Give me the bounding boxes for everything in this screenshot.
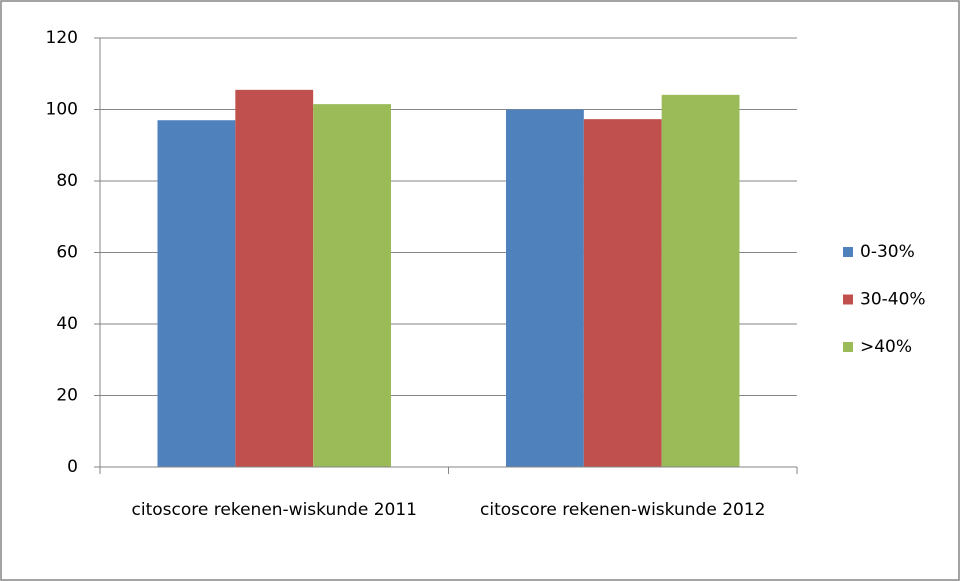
- y-tick-label: 80: [56, 171, 78, 191]
- y-tick-label: 60: [56, 243, 78, 263]
- legend-swatch: [843, 342, 853, 352]
- x-tick-label: citoscore rekenen-wiskunde 2012: [480, 500, 766, 520]
- legend-label: 0-30%: [860, 242, 915, 262]
- legend-swatch: [843, 294, 853, 305]
- bar: [661, 94, 740, 467]
- y-tick-label: 40: [56, 314, 78, 334]
- y-tick-label: 100: [46, 100, 78, 120]
- y-tick-label: 120: [46, 28, 78, 48]
- bar: [313, 104, 391, 467]
- x-tick-label: citoscore rekenen-wiskunde 2011: [131, 500, 417, 520]
- legend-label: 30-40%: [860, 290, 926, 310]
- bar: [157, 120, 236, 467]
- legend-label: >40%: [860, 337, 912, 357]
- y-tick-label: 20: [56, 386, 78, 406]
- bar: [583, 119, 662, 467]
- bar: [235, 89, 314, 468]
- legend-swatch: [843, 247, 853, 257]
- y-tick-label: 0: [67, 457, 78, 477]
- bar: [506, 109, 584, 467]
